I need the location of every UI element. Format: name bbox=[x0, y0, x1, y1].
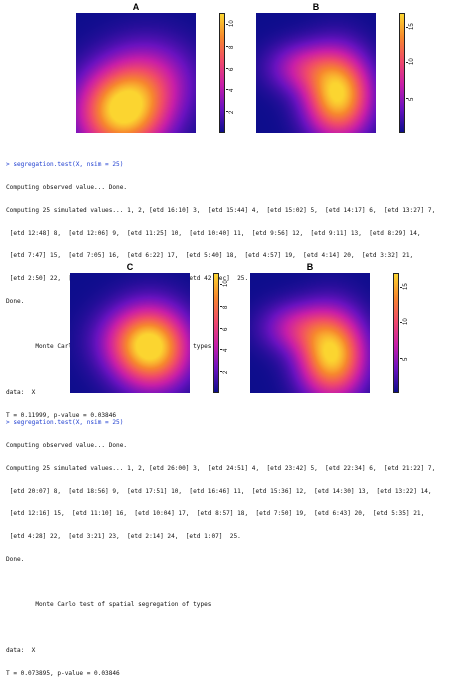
console-line: Computing 25 simulated values... 1, 2, [… bbox=[6, 464, 436, 472]
console-line: data: X bbox=[6, 389, 36, 396]
colorbar-tick-label: 6 bbox=[229, 67, 235, 71]
colorbar-axis: 2 4 6 8 10 bbox=[226, 13, 248, 133]
density-heatmap bbox=[70, 273, 190, 393]
console-command: > segregation.test(X, nsim = 25) bbox=[6, 419, 124, 427]
colorbar-tick bbox=[400, 322, 402, 324]
console-line bbox=[6, 624, 468, 632]
colorbar-tick bbox=[226, 45, 228, 47]
colorbar-tick-label: 10 bbox=[403, 318, 409, 326]
colorbar-axis: 2 4 6 8 10 bbox=[220, 273, 242, 393]
density-heatmap bbox=[256, 13, 376, 133]
colorbar bbox=[393, 273, 399, 393]
panel-title: B bbox=[306, 262, 314, 272]
panel-title: A bbox=[132, 2, 140, 12]
colorbar-tick-label: 8 bbox=[223, 305, 229, 309]
console-line: [etd 7:47] 15, [etd 7:05] 16, [etd 6:22]… bbox=[6, 252, 414, 260]
panel-b-top: B 5 10 15 bbox=[256, 2, 436, 134]
console-line: Done. bbox=[6, 555, 25, 563]
colorbar-tick bbox=[220, 371, 222, 373]
colorbar-tick bbox=[400, 357, 402, 359]
console-line: [etd 12:16] 15, [etd 11:10] 16, [etd 10:… bbox=[6, 510, 425, 518]
colorbar-tick bbox=[226, 23, 228, 25]
colorbar-tick-label: 4 bbox=[223, 349, 229, 353]
colorbar-tick bbox=[406, 62, 408, 64]
colorbar-tick-label: 2 bbox=[229, 110, 235, 115]
colorbar-tick-label: 10 bbox=[409, 58, 415, 66]
colorbar-tick bbox=[220, 305, 222, 307]
console-line: [etd 12:48] 8, [etd 12:06] 9, [etd 11:25… bbox=[6, 229, 421, 237]
console-line: [etd 4:28] 22, [etd 3:21] 23, [etd 2:14]… bbox=[6, 533, 241, 541]
colorbar-tick-label: 8 bbox=[229, 45, 235, 49]
colorbar bbox=[399, 13, 405, 133]
console-line: data: X bbox=[6, 647, 36, 654]
colorbar-tick-label: 10 bbox=[223, 280, 229, 287]
colorbar-tick-label: 15 bbox=[403, 283, 409, 291]
colorbar-tick bbox=[220, 327, 222, 329]
console-line: Monte Carlo test of spatial segregation … bbox=[6, 601, 212, 609]
density-heatmap bbox=[250, 273, 370, 393]
panel-title: C bbox=[126, 262, 134, 272]
colorbar-tick-label: 10 bbox=[229, 20, 235, 27]
colorbar-tick bbox=[220, 349, 222, 351]
colorbar-tick-label: 4 bbox=[229, 89, 235, 93]
density-heatmap bbox=[76, 13, 196, 133]
colorbar-tick bbox=[400, 287, 402, 289]
panel-b-bottom: B 5 10 15 bbox=[250, 262, 430, 394]
colorbar-tick-label: 6 bbox=[223, 327, 229, 331]
panel-title: B bbox=[312, 2, 320, 12]
colorbar-tick-label: 2 bbox=[223, 370, 229, 375]
colorbar-tick bbox=[406, 27, 408, 29]
colorbar bbox=[213, 273, 219, 393]
console-line: Done. bbox=[6, 297, 25, 305]
console-line: Computing observed value... Done. bbox=[6, 183, 128, 191]
colorbar bbox=[219, 13, 225, 133]
colorbar-axis: 5 10 15 bbox=[406, 13, 428, 133]
console-line: Computing 25 simulated values... 1, 2, [… bbox=[6, 206, 436, 214]
colorbar-tick-label: 15 bbox=[409, 23, 415, 31]
console-line: T = 0.11999, p-value = 0.03846 bbox=[6, 411, 117, 419]
colorbar-tick bbox=[406, 97, 408, 99]
console-line: Computing observed value... Done. bbox=[6, 441, 128, 449]
colorbar-tick bbox=[220, 283, 222, 285]
panel-a: A 2 4 6 8 10 bbox=[76, 2, 256, 134]
panel-c: C 2 4 6 8 10 bbox=[70, 262, 250, 394]
colorbar-tick bbox=[226, 67, 228, 69]
console-line bbox=[6, 579, 468, 587]
colorbar-tick-label: 5 bbox=[409, 97, 415, 101]
console-line: T = 0.073895, p-value = 0.03846 bbox=[6, 669, 120, 677]
console-output-bottom: > segregation.test(X, nsim = 25) Computi… bbox=[6, 404, 468, 685]
colorbar-tick bbox=[226, 111, 228, 113]
colorbar-tick bbox=[226, 89, 228, 91]
colorbar-axis: 5 10 15 bbox=[400, 273, 422, 393]
console-line: [etd 20:07] 8, [etd 18:56] 9, [etd 17:51… bbox=[6, 487, 432, 495]
console-command: > segregation.test(X, nsim = 25) bbox=[6, 161, 124, 169]
colorbar-tick-label: 5 bbox=[403, 357, 409, 361]
